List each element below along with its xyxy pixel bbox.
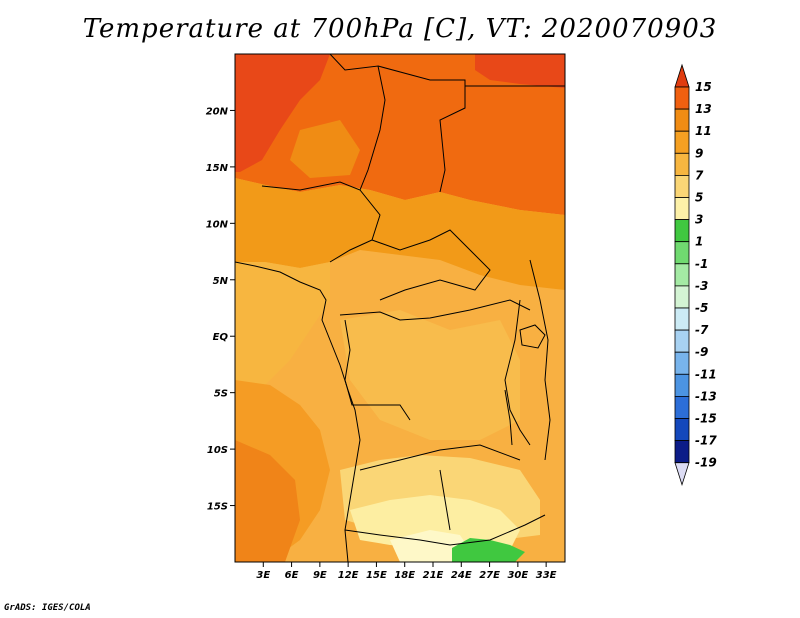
colorbar-label: 15 xyxy=(695,80,712,94)
border-south-2 xyxy=(344,514,546,546)
colorbar-label: 13 xyxy=(695,102,712,116)
coastline-west xyxy=(235,261,361,562)
colorbar-swatch xyxy=(674,395,690,419)
colorbar-label: -11 xyxy=(695,367,717,381)
colorbar-label: 5 xyxy=(695,191,703,205)
colorbar-extend-bottom xyxy=(674,462,690,487)
colorbar-label: 3 xyxy=(695,213,703,227)
colorbar-swatch xyxy=(674,263,690,287)
x-axis: 3E 6E 9E 12E 15E 18E 21E 24E 27E 30E 33E xyxy=(256,562,557,581)
y-tick-label: 10S xyxy=(207,445,228,456)
border-east-lakes xyxy=(504,299,531,446)
colorbar-label: -19 xyxy=(695,456,717,470)
colorbar-swatch xyxy=(674,307,690,331)
x-tick-label: 9E xyxy=(313,570,327,581)
border-north-2 xyxy=(377,65,466,193)
field-congo xyxy=(340,310,520,440)
y-axis: 20N 15N 10N 5N EQ 5S 10S 15S xyxy=(206,106,235,513)
border-south-1 xyxy=(359,444,521,471)
colorbar-label: -5 xyxy=(695,301,708,315)
border-north-1 xyxy=(329,54,386,191)
y-tick-label: EQ xyxy=(213,332,229,343)
colorbar-label: -1 xyxy=(695,257,708,271)
colorbar-label: -13 xyxy=(695,389,717,403)
temperature-field xyxy=(235,54,565,562)
colorbar-swatch xyxy=(674,285,690,309)
colorbar-swatch xyxy=(674,351,690,375)
field-west-coast xyxy=(235,262,330,410)
colorbar-swatch xyxy=(674,108,690,132)
x-tick-label: 33E xyxy=(536,570,557,581)
border-lake-tanganyika xyxy=(504,389,513,446)
colorbar-swatch xyxy=(674,373,690,397)
chart-title: Temperature at 700hPa [C], VT: 202007090… xyxy=(82,14,718,44)
border-central xyxy=(371,229,491,301)
plot-frame xyxy=(234,53,566,563)
colorbar-label: 1 xyxy=(695,235,703,249)
colorbar-swatch xyxy=(674,86,690,110)
field-sahara-mid xyxy=(290,120,360,178)
y-tick-label: 15N xyxy=(206,163,229,174)
field-south-palest xyxy=(390,530,470,562)
colorbar-swatch xyxy=(674,174,690,198)
y-tick-label: 15S xyxy=(207,502,228,513)
border-east-coast xyxy=(529,259,551,461)
y-tick-label: 10N xyxy=(206,219,229,230)
x-tick-label: 30E xyxy=(507,570,528,581)
y-tick-label: 5N xyxy=(213,276,229,287)
map-boundaries xyxy=(235,54,565,562)
colorbar-label: -3 xyxy=(695,279,708,293)
x-tick-label: 21E xyxy=(423,570,444,581)
border-sahel xyxy=(261,181,381,263)
colorbar-swatch xyxy=(674,219,690,243)
colorbar-label: -17 xyxy=(695,434,717,448)
border-congo-west xyxy=(344,319,411,421)
border-lake-victoria xyxy=(519,324,546,349)
colorbar-swatch xyxy=(674,197,690,221)
field-sahara-hottest xyxy=(235,54,330,172)
colorbar-swatch xyxy=(674,130,690,154)
border-south-3 xyxy=(439,469,451,531)
x-tick-label: 27E xyxy=(479,570,500,581)
x-tick-label: 15E xyxy=(366,570,387,581)
colorbar-swatch xyxy=(674,241,690,265)
colorbar-label: 9 xyxy=(695,146,703,160)
x-tick-label: 18E xyxy=(394,570,415,581)
field-zimbabwe-green xyxy=(452,538,525,562)
colorbar-label: -7 xyxy=(695,323,709,337)
colorbar-swatch xyxy=(674,418,690,442)
y-tick-label: 20N xyxy=(206,106,229,117)
credit-label: GrADS: IGES/COLA xyxy=(4,603,91,613)
field-sahara-ne xyxy=(475,54,565,88)
colorbar-label: 11 xyxy=(695,124,712,138)
x-tick-label: 6E xyxy=(285,570,299,581)
colorbar-label: -15 xyxy=(695,412,717,426)
border-congo-north xyxy=(339,299,531,321)
colorbar-label: 7 xyxy=(695,168,704,182)
x-tick-label: 12E xyxy=(338,570,359,581)
colorbar-swatch xyxy=(674,152,690,176)
colorbar: 15 13 11 9 7 5 3 1 -1 -3 -5 -7 -9 -11 -13 -15 -17 -19 xyxy=(674,63,717,487)
colorbar-swatch xyxy=(674,440,690,464)
y-tick-label: 5S xyxy=(214,389,228,400)
colorbar-extend-top xyxy=(674,63,690,88)
x-tick-label: 24E xyxy=(451,570,472,581)
x-tick-label: 3E xyxy=(256,570,270,581)
field-atlantic-hot xyxy=(235,440,300,562)
colorbar-label: -9 xyxy=(695,345,708,359)
colorbar-swatch xyxy=(674,329,690,353)
